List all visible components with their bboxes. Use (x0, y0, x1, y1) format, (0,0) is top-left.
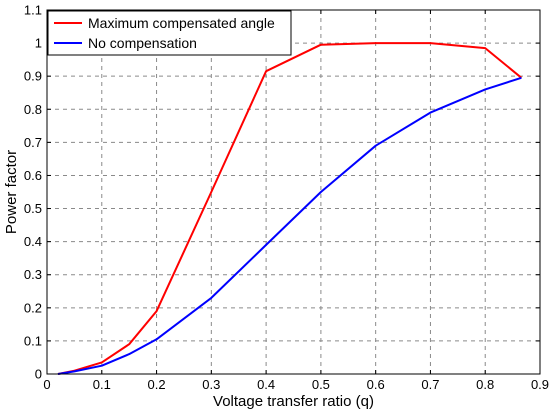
y-tick-label: 1 (35, 36, 42, 51)
x-tick-label: 0.2 (148, 377, 166, 392)
x-tick-label: 0.1 (93, 377, 111, 392)
x-tick-label: 0.6 (367, 377, 385, 392)
y-tick-label: 0.3 (24, 267, 42, 282)
y-tick-label: 1.1 (24, 3, 42, 18)
legend: Maximum compensated angle No compensation (47, 10, 292, 56)
x-tick-label: 0.5 (312, 377, 330, 392)
series-line-1 (57, 42, 523, 375)
x-tick-label: 0 (43, 377, 50, 392)
x-tick-label: 0.4 (257, 377, 275, 392)
y-tick-label: 0.6 (24, 168, 42, 183)
legend-box (47, 10, 292, 56)
axis-ticks: 0 0.1 0.2 0.3 0.4 0.5 0.6 0.7 0.8 0.9 0 0.1 0.2 0.3 0.… (24, 3, 549, 393)
x-tick-label: 0.3 (202, 377, 220, 392)
series-line-2 (57, 76, 522, 375)
legend-entry: Maximum compensated angle (88, 15, 275, 31)
legend-entry: No compensation (88, 35, 197, 51)
y-axis-label: Power factor (3, 150, 20, 234)
series-lines (57, 42, 523, 375)
y-tick-label: 0.1 (24, 333, 42, 348)
x-tick-label: 0.7 (421, 377, 439, 392)
y-tick-label: 0 (35, 367, 42, 382)
x-tick-label: 0.9 (531, 377, 549, 392)
y-tick-label: 0.7 (24, 135, 42, 150)
y-tick-label: 0.8 (24, 102, 42, 117)
y-tick-label: 0.9 (24, 69, 42, 84)
x-tick-label: 0.8 (476, 377, 494, 392)
plot-frame (46, 9, 541, 375)
y-tick-label: 0.2 (24, 300, 42, 315)
x-axis-label: Voltage transfer ratio (q) (213, 393, 374, 410)
y-tick-label: 0.5 (24, 201, 42, 216)
plot-area (47, 10, 540, 374)
y-tick-label: 0.4 (24, 234, 42, 249)
